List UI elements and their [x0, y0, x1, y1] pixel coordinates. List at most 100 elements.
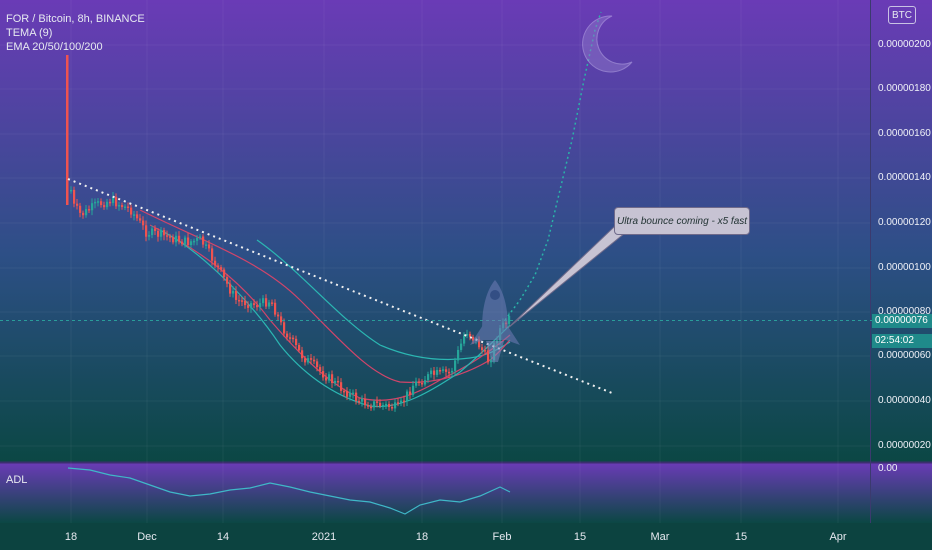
candle: [409, 391, 412, 395]
candle: [391, 407, 394, 409]
candle: [430, 370, 433, 375]
candle: [172, 237, 175, 243]
candle: [82, 212, 85, 216]
candle: [268, 302, 271, 307]
candle: [397, 402, 400, 404]
candle: [253, 303, 256, 306]
candle: [274, 302, 277, 315]
candle: [403, 400, 406, 403]
candle: [442, 369, 445, 371]
indicator-tema[interactable]: TEMA (9): [6, 27, 53, 39]
candle: [433, 370, 436, 375]
candle: [343, 390, 346, 393]
candle: [154, 228, 157, 231]
candle: [88, 209, 91, 211]
grid: [0, 0, 870, 523]
candle: [424, 380, 427, 385]
candle: [406, 391, 409, 402]
candle: [193, 240, 196, 243]
candle: [178, 235, 181, 242]
candle: [379, 402, 382, 406]
candle: [66, 55, 69, 205]
candle: [127, 206, 130, 209]
candle: [277, 314, 280, 317]
candle: [73, 189, 76, 204]
candle: [283, 322, 286, 334]
candle: [487, 350, 490, 363]
candle: [289, 337, 292, 339]
candle: [190, 241, 193, 246]
chart-legend: FOR / Bitcoin, 8h, BINANCE TEMA (9) EMA …: [6, 12, 145, 54]
price-tick: 0.00000160: [878, 128, 931, 139]
candle: [106, 201, 109, 208]
candle: [175, 235, 178, 243]
candle: [427, 374, 430, 381]
currency-button[interactable]: BTC: [888, 6, 916, 24]
candle: [91, 203, 94, 211]
candle: [220, 267, 223, 270]
candle: [70, 189, 73, 192]
candle: [349, 392, 352, 397]
time-tick: Feb: [492, 531, 512, 543]
adl-indicator-label[interactable]: ADL: [6, 474, 28, 486]
candle: [376, 401, 379, 403]
candle: [322, 371, 325, 378]
candle: [235, 290, 238, 300]
candle: [151, 228, 154, 236]
candle: [250, 303, 253, 308]
candle: [328, 374, 331, 381]
candle: [508, 315, 511, 324]
candle: [205, 244, 208, 246]
candle: [334, 380, 337, 384]
candle: [79, 205, 82, 213]
candle: [361, 398, 364, 402]
candle: [346, 390, 349, 397]
candle: [217, 265, 220, 268]
candle: [184, 237, 187, 245]
candle: [400, 400, 403, 403]
candle: [130, 207, 133, 215]
candle: [247, 305, 250, 308]
candle: [448, 371, 451, 374]
candle: [340, 382, 343, 391]
time-tick: Dec: [137, 531, 157, 543]
candle: [121, 205, 124, 208]
candle: [295, 338, 298, 346]
candle: [418, 381, 421, 383]
ema-50-line: [149, 224, 511, 401]
annotation-callout[interactable]: Ultra bounce coming - x5 fast: [614, 207, 750, 235]
candle: [223, 269, 226, 278]
candle: [304, 358, 307, 363]
candle: [100, 201, 103, 206]
candle: [460, 343, 463, 350]
adl-pane-bg: [0, 463, 932, 523]
candle: [415, 381, 418, 386]
candle: [358, 400, 361, 403]
candle: [355, 392, 358, 401]
indicator-ema[interactable]: EMA 20/50/100/200: [6, 41, 103, 53]
candle: [298, 345, 301, 351]
candle: [139, 218, 142, 221]
candle: [109, 201, 112, 204]
adl-line: [67, 467, 511, 515]
time-axis-bg: [0, 523, 932, 550]
candle: [481, 347, 484, 351]
candle: [385, 403, 388, 406]
symbol-title[interactable]: FOR / Bitcoin, 8h, BINANCE: [6, 13, 145, 25]
candle: [280, 316, 283, 323]
candle: [163, 230, 166, 236]
candle: [301, 350, 304, 359]
candle: [211, 248, 214, 261]
candle: [382, 404, 385, 407]
candle: [76, 203, 79, 206]
candle: [262, 298, 265, 304]
current-price-label: 0.00000076: [872, 314, 932, 328]
candle: [97, 201, 100, 203]
candle: [484, 350, 487, 352]
time-tick: Apr: [829, 531, 847, 543]
candle: [412, 385, 415, 395]
candle: [214, 260, 217, 266]
candle: [259, 303, 262, 308]
